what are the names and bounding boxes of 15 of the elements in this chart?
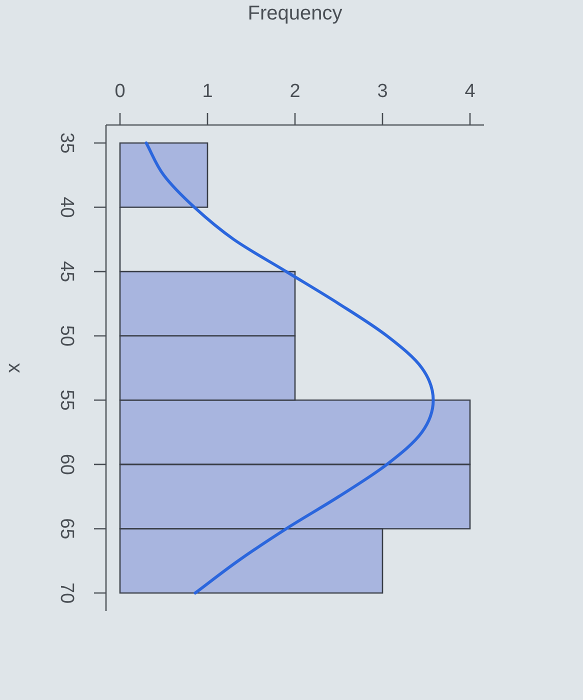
x-tick-label: 1 [202,80,213,102]
x-tick-label: 0 [114,80,126,102]
y-tick-label: 55 [56,390,77,411]
y-tick-label: 65 [56,518,77,540]
y-tick-label: 60 [56,454,77,475]
x-tick-label: 3 [377,80,388,102]
x-tick-label: 4 [464,80,476,102]
y-tick-label: 45 [56,261,77,282]
y-tick-label: 70 [56,582,77,604]
x-tick-label: 2 [290,80,300,102]
y-tick-label: 40 [56,196,77,218]
y-tick-label: 35 [56,132,77,154]
y-tick-label: 50 [56,325,77,346]
x-axis-title: Frequency [248,2,342,25]
y-axis-title: x [2,363,25,373]
